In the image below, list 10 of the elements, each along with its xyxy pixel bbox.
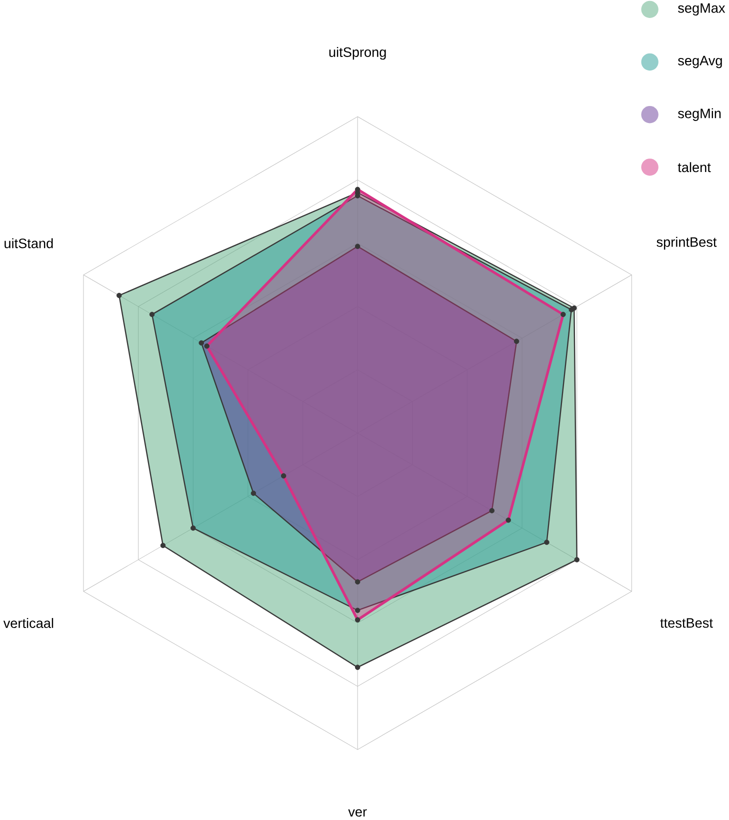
legend-label: segMax: [678, 3, 726, 16]
spoke-label: uitSprong: [330, 46, 386, 60]
spoke-label: ver: [348, 809, 367, 817]
spoke-label: uitStand: [4, 238, 53, 248]
spoke-label: sprintBest: [656, 236, 717, 250]
legend-label: segAvg: [678, 56, 722, 68]
legend-label: talent: [678, 162, 711, 172]
spoke-label: ttestBest: [660, 618, 714, 628]
legend-label: segMin: [678, 108, 721, 121]
spoke-label: verticaal: [4, 618, 54, 628]
